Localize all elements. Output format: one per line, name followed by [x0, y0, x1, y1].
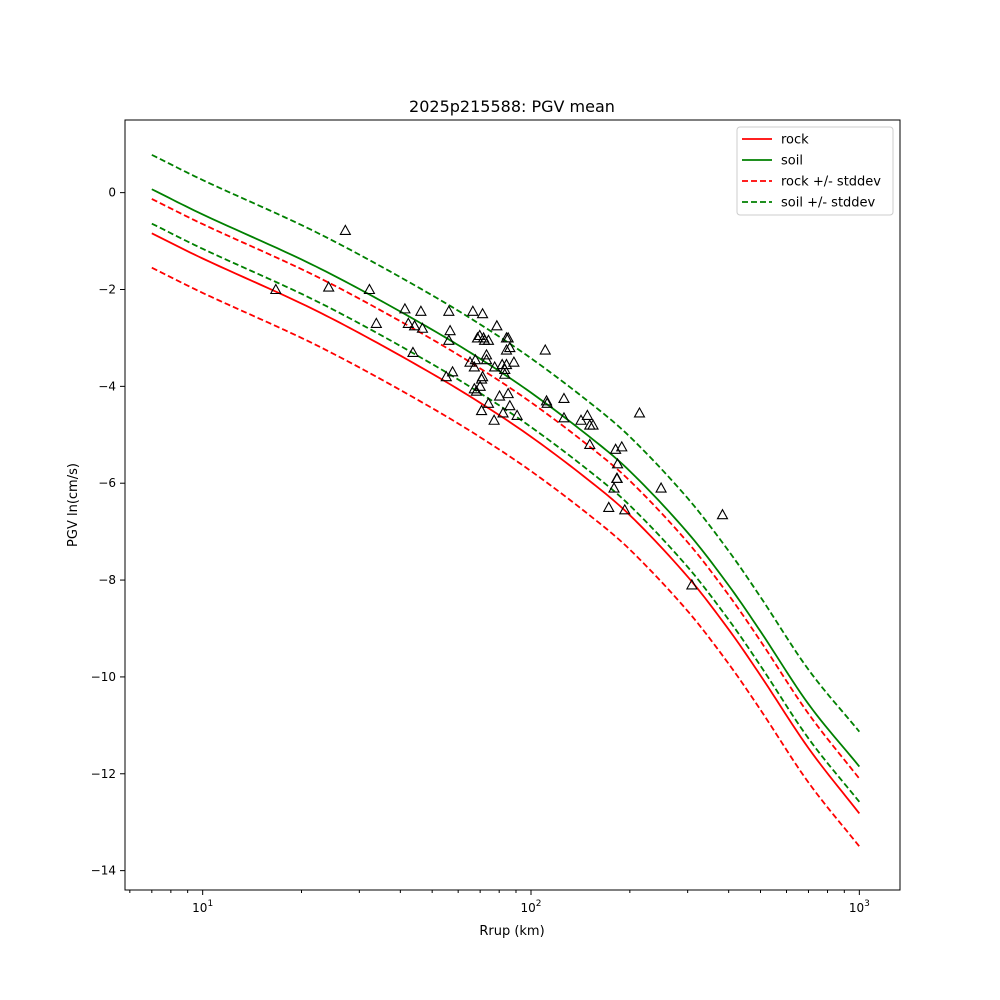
observation-point [511, 409, 524, 420]
observation-point [503, 399, 516, 411]
observation-point [363, 283, 376, 295]
observation-point [502, 387, 515, 399]
legend-label: rock +/- stddev [781, 175, 881, 190]
observation-point [633, 406, 646, 418]
legend-label: rock [781, 133, 809, 148]
observation-point [558, 411, 570, 423]
observation-point [541, 397, 554, 408]
series-line-2 [151, 198, 861, 780]
observation-point [468, 360, 481, 372]
observation-point [480, 353, 493, 365]
observation-point [498, 368, 511, 379]
observation-point [503, 341, 516, 353]
observation-point [474, 380, 487, 391]
observation-point [615, 440, 628, 452]
observation-point [482, 397, 495, 408]
y-axis-ticks: 0 −2 −4 −6 −8 −10 −12 −14 [91, 186, 125, 878]
series-line-3 [151, 266, 861, 847]
observation-point [500, 358, 513, 370]
y-axis-label: PGV ln(cm/s) [66, 463, 81, 547]
observation-point [655, 481, 668, 493]
observation-point [618, 503, 631, 515]
observation-point [446, 365, 459, 377]
observation-point [370, 317, 383, 328]
observation-point [493, 389, 506, 401]
observation-point [490, 319, 503, 331]
observation-point [442, 305, 455, 316]
legend: rock soil rock +/- stddev soil +/- stddev [736, 126, 894, 216]
observation-point [539, 343, 552, 355]
observation-point [502, 331, 515, 343]
observation-point [469, 353, 482, 365]
y-tick-label: −2 [98, 282, 116, 296]
x-axis-label: Rrup (km) [479, 924, 544, 939]
observation-point [269, 283, 282, 295]
observation-point [339, 224, 352, 235]
y-tick-label: −10 [91, 670, 116, 684]
plot-frame [124, 119, 901, 891]
observation-point [482, 334, 495, 345]
observation-point [402, 317, 415, 328]
observation-point [398, 302, 411, 314]
series-line-5 [151, 222, 861, 803]
legend-label: soil +/- stddev [781, 196, 876, 211]
series-line-0 [151, 232, 861, 815]
observation-point [476, 307, 489, 319]
observation-point [581, 409, 594, 420]
series-line-1 [151, 188, 861, 768]
plot-area [125, 120, 900, 890]
observation-point [414, 305, 427, 316]
observation-point [471, 331, 484, 343]
observation-point [716, 508, 729, 520]
observation-point [480, 348, 493, 360]
observation-point [608, 481, 620, 493]
y-tick-label: −4 [98, 379, 116, 393]
x-tick-label: 102 [520, 899, 541, 915]
observation-point [466, 305, 479, 316]
observation-point [322, 280, 335, 292]
y-tick-label: 0 [108, 186, 116, 200]
legend-label: soil [781, 154, 803, 169]
series-layer [151, 154, 861, 847]
observation-point [476, 370, 489, 382]
x-tick-label: 103 [849, 899, 870, 915]
observation-point [507, 356, 520, 367]
observation-point [464, 356, 476, 367]
observation-point [488, 360, 501, 372]
observation-point [475, 404, 488, 416]
x-tick-label: 101 [192, 899, 213, 915]
observation-point [497, 406, 509, 418]
y-tick-label: −14 [91, 864, 116, 878]
observation-point [611, 472, 624, 483]
x-axis-ticks: 101 102 103 [129, 890, 870, 915]
observation-point [408, 319, 421, 331]
observation-point [611, 457, 624, 469]
observation-point [488, 414, 501, 425]
observation-points [269, 224, 729, 590]
observation-point [587, 418, 599, 430]
y-tick-label: −6 [98, 476, 116, 490]
observation-point [583, 438, 596, 450]
y-tick-label: −12 [91, 767, 116, 781]
observation-point [540, 394, 553, 406]
chart-title: 2025p215588: PGV mean [409, 97, 615, 116]
observation-point [558, 392, 570, 404]
observation-point [416, 322, 429, 333]
observation-point [407, 346, 419, 358]
series-line-4 [151, 154, 861, 733]
legend-box [736, 126, 894, 216]
observation-point [500, 343, 513, 355]
observation-point [442, 334, 455, 345]
observation-point [444, 324, 457, 336]
y-tick-label: −8 [98, 573, 116, 587]
observation-point [685, 578, 698, 590]
observation-point [602, 501, 615, 512]
